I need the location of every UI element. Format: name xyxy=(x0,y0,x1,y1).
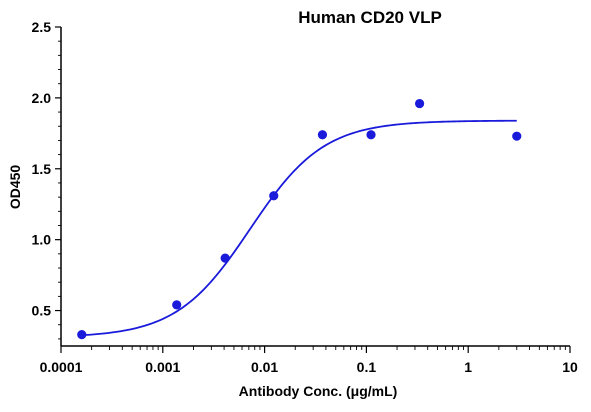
x-ticks: 0.0001 0.001 0.01 0.1 1 10 xyxy=(40,346,578,375)
data-point xyxy=(317,130,328,140)
chart-title: Human CD20 VLP xyxy=(298,8,442,27)
data-point xyxy=(172,300,182,310)
data-point xyxy=(366,130,376,140)
x-tick-label: 0.001 xyxy=(145,359,180,375)
data-point xyxy=(414,98,425,109)
y-tick-label: 1.0 xyxy=(32,232,52,248)
data-point xyxy=(512,131,522,141)
data-point xyxy=(77,330,87,340)
y-axis-label: OD450 xyxy=(7,165,23,210)
y-tick-label: 1.5 xyxy=(32,161,52,177)
data-point xyxy=(269,191,279,201)
y-ticks: 0.5 1.0 1.5 2.0 2.5 xyxy=(32,19,61,340)
data-point xyxy=(220,253,230,263)
x-tick-label: 0.01 xyxy=(251,359,278,375)
data-points xyxy=(77,98,522,340)
x-tick-label: 0.1 xyxy=(357,359,377,375)
x-tick-label: 1 xyxy=(464,359,472,375)
y-tick-label: 0.5 xyxy=(32,303,52,319)
x-axis-label: Antibody Conc. (μg/mL) xyxy=(239,383,398,399)
y-tick-label: 2.5 xyxy=(32,19,52,35)
axes xyxy=(60,27,570,347)
x-tick-label: 0.0001 xyxy=(40,359,83,375)
fit-layer xyxy=(81,119,517,337)
y-tick-label: 2.0 xyxy=(32,90,52,106)
fit-curve xyxy=(81,119,517,337)
x-tick-label: 10 xyxy=(562,359,578,375)
